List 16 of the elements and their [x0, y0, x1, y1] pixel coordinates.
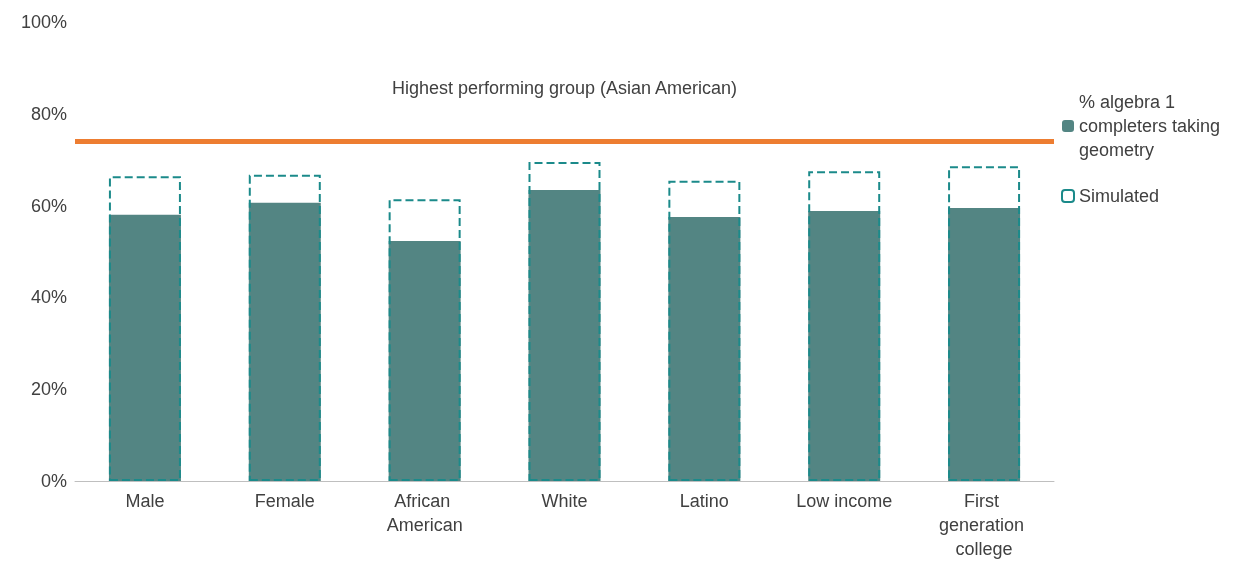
- y-tick-label: 0%: [40, 471, 67, 491]
- ref-line-label: Highest performing group (Asian American): [391, 78, 738, 99]
- x-tick-label: African American: [386, 491, 463, 535]
- x-tick-label: Male: [125, 491, 165, 511]
- legend-label: % algebra 1 completers taking geometry: [1079, 92, 1226, 160]
- x-tick-label: Low income: [796, 491, 893, 511]
- y-tick-label: 20%: [30, 379, 67, 400]
- x-tick-label: First generation college: [939, 491, 1030, 559]
- legend-label: Simulated: [1079, 186, 1160, 206]
- y-tick-label: 80%: [30, 103, 67, 124]
- y-tick-label: 60%: [30, 195, 67, 216]
- y-tick-label: 40%: [30, 287, 67, 308]
- x-tick-label: White: [541, 491, 588, 511]
- y-tick-label: 100%: [20, 12, 67, 32]
- x-tick-label: Female: [254, 491, 315, 511]
- x-tick-label: Latino: [679, 491, 729, 511]
